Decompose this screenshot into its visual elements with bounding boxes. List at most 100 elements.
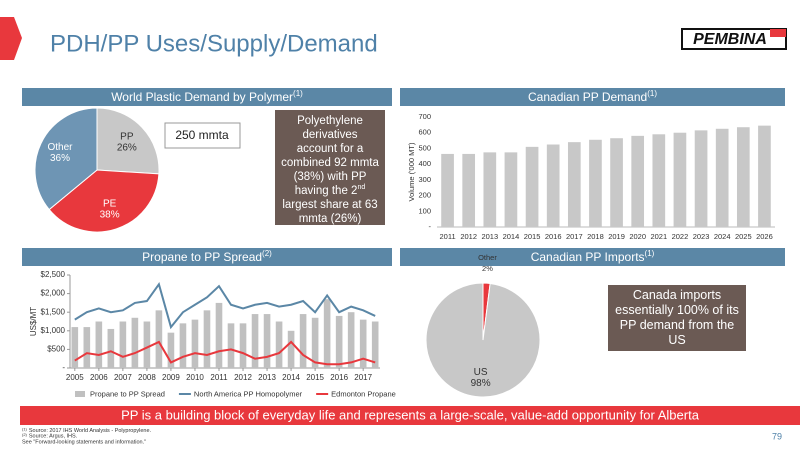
x-tick-label: 2012 [460, 232, 477, 241]
spread-bar [107, 328, 115, 368]
y-tick-label: $1,000 [41, 326, 66, 335]
section-title: Canadian PP Demand(1) [528, 89, 657, 104]
x-tick-label: 2011 [439, 232, 455, 241]
banner-text: PP is a building block of everyday life … [121, 407, 700, 422]
y-tick-label: 400 [418, 159, 431, 168]
section-title-sup: (2) [262, 249, 272, 258]
spread-bar [275, 321, 283, 368]
disclaimer: See "Forward-looking statements and info… [22, 439, 146, 445]
bar [462, 153, 476, 227]
spread-bar [191, 319, 199, 368]
y-tick-label: 300 [418, 175, 431, 184]
callout-note: Polyethylene derivatives account for a c… [275, 110, 385, 239]
spread-bar [143, 321, 151, 368]
section-title-sup: (1) [645, 249, 655, 258]
y-tick-label: $1,500 [41, 307, 66, 316]
footnote: (2) Source: Argus, IHS. [22, 432, 78, 440]
note-after: largest share at 63 mmta (26%) worldwide [282, 199, 378, 239]
series-line [74, 282, 376, 330]
x-tick-label: 2022 [672, 232, 689, 241]
x-tick-label: 2009 [162, 373, 180, 382]
slice-value-label: 36% [50, 153, 70, 164]
y-tick-label: - [62, 363, 65, 372]
spread-bar [155, 310, 163, 368]
annotation-box [164, 122, 241, 149]
slice-value-label: 2% [482, 264, 493, 273]
legend-label: Propane to PP Spread [90, 389, 165, 398]
slice-value-label: 98% [471, 378, 491, 389]
x-tick-label: 2019 [608, 232, 625, 241]
y-tick-label: - [429, 222, 432, 231]
page-number: 79 [772, 431, 782, 441]
section-title-text: Canadian PP Imports [531, 250, 645, 264]
spread-bar [167, 332, 175, 368]
logo-box [681, 28, 787, 50]
y-tick-label: 100 [418, 206, 431, 215]
slice-value-label: 38% [100, 210, 120, 221]
section-title: World Plastic Demand by Polymer(1) [111, 89, 303, 104]
x-tick-label: 2014 [282, 373, 300, 382]
bar [758, 125, 771, 227]
x-tick-label: 2025 [735, 232, 752, 241]
slice-category: US [474, 367, 488, 378]
x-tick-label: 2016 [545, 232, 562, 241]
y-tick-label: 200 [418, 191, 431, 200]
y-tick-label: $500 [47, 345, 65, 354]
spread-bar [263, 314, 271, 368]
annotation: 250 mmta [175, 128, 229, 142]
x-tick-label: 2008 [138, 373, 156, 382]
bar [715, 128, 729, 227]
spread-bar [95, 321, 103, 368]
red-tab [0, 17, 22, 60]
x-tick-label: 2005 [66, 373, 84, 382]
bar [694, 130, 708, 227]
pie-slice [96, 107, 160, 175]
section-header [22, 248, 392, 266]
y-tick-label: $2,500 [41, 270, 66, 279]
bar [652, 134, 666, 227]
y-tick-label: 700 [418, 112, 431, 121]
callout-note: Canada imports essentially 100% of its P… [608, 285, 746, 351]
spread-bar [71, 327, 79, 368]
banner [20, 406, 800, 425]
x-tick-label: 2017 [566, 232, 583, 241]
x-tick-label: 2012 [234, 373, 252, 382]
slice-category: PE [103, 199, 117, 210]
x-tick-label: 2023 [693, 232, 710, 241]
y-axis-label: US$/MT [29, 307, 38, 336]
note-sup: nd [357, 184, 366, 192]
spread-bar [335, 315, 343, 368]
x-tick-label: 2021 [650, 232, 667, 241]
section-header [22, 88, 392, 106]
spread-bar [287, 330, 295, 368]
x-tick-label: 2007 [114, 373, 132, 382]
spread-bar [203, 310, 211, 368]
y-tick-label: 600 [418, 128, 431, 137]
note-before: Canada imports essentially 100% of its P… [615, 288, 739, 347]
x-tick-label: 2026 [756, 232, 773, 241]
section-header [400, 88, 785, 106]
x-tick-label: 2018 [587, 232, 604, 241]
footnote-text: Source: 2017 IHS World Analysis - Polypr… [29, 428, 152, 434]
spread-bar [131, 317, 139, 368]
spread-bar [251, 314, 259, 368]
section-title-sup: (1) [647, 89, 657, 98]
x-tick-label: 2011 [210, 373, 228, 382]
x-tick-label: 2020 [629, 232, 646, 241]
legend-swatch [75, 391, 85, 397]
slice-value-label: 26% [117, 143, 137, 154]
section-title: Canadian PP Imports(1) [531, 249, 655, 264]
spread-bar [227, 323, 235, 368]
section-header [400, 248, 785, 266]
pie-slice [48, 169, 160, 233]
spread-bar [119, 321, 127, 368]
x-tick-label: 2013 [481, 232, 498, 241]
spread-bar [359, 319, 367, 368]
slice-category: Other [47, 142, 73, 153]
x-tick-label: 2015 [306, 373, 324, 382]
legend-label: Edmonton Propane [331, 389, 396, 398]
footnote: (1) Source: 2017 IHS World Analysis - Pol… [22, 427, 152, 435]
x-tick-label: 2015 [524, 232, 541, 241]
